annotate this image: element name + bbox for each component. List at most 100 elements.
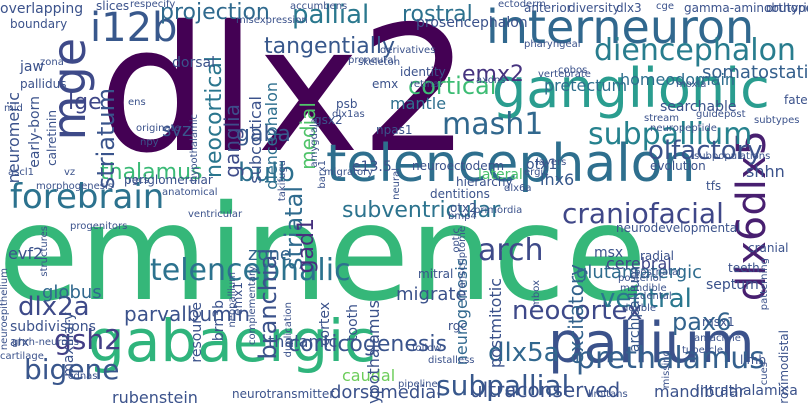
word: hypothalamic <box>189 114 200 183</box>
word: anatomical <box>162 187 218 198</box>
word: tubercle <box>682 345 724 356</box>
word: pipeline <box>398 379 438 390</box>
word: ectoderm <box>498 0 546 10</box>
word: mandible <box>620 283 667 294</box>
word: primordia <box>474 205 523 216</box>
word: cues <box>759 362 770 386</box>
word: msx <box>594 245 624 261</box>
word: postnatal <box>634 267 681 278</box>
word: overlapping <box>0 1 84 17</box>
word: early-born <box>27 96 43 168</box>
word: lge <box>68 90 102 115</box>
word: somatostatin <box>702 62 808 83</box>
word: hierarchy <box>456 175 513 189</box>
word: npy <box>140 137 159 148</box>
word: migrate <box>396 284 467 305</box>
word: dlx5a <box>488 338 560 368</box>
word: emx2 <box>462 62 524 87</box>
word: neuroepithelium <box>0 268 10 351</box>
word: rgcs <box>128 175 149 186</box>
word: rostral <box>402 2 473 27</box>
word: ventricular <box>188 209 243 220</box>
word: dlx6a <box>504 183 532 194</box>
word: intrathalamica <box>696 383 798 399</box>
word: brn3b <box>211 300 227 342</box>
word: tfs <box>706 179 722 193</box>
word: prosencephalon <box>416 15 528 31</box>
word: ascl1 <box>8 167 34 178</box>
word: pretectum <box>544 76 628 95</box>
word: retinal <box>410 79 442 90</box>
word: neuroectoderm <box>412 159 505 173</box>
word: limitans <box>588 389 628 400</box>
word: distalless <box>428 355 475 366</box>
word: emx <box>372 77 399 91</box>
word: interneuron <box>486 0 755 54</box>
word: msx1 <box>702 315 735 329</box>
word: subdivisions <box>10 319 96 335</box>
word: subpopulations <box>694 151 771 162</box>
word: cdnas <box>68 371 98 382</box>
word: i12b <box>90 5 178 51</box>
word: ganglionic <box>492 57 770 120</box>
word: tangentially <box>264 34 395 59</box>
word: skeleton <box>358 57 401 68</box>
word: pallial <box>292 0 370 30</box>
word: calretinin <box>45 110 59 166</box>
word: dentitions <box>430 187 490 201</box>
word: bmp4 <box>448 211 477 222</box>
word: cranial <box>748 241 789 255</box>
word: misexpression <box>236 15 308 26</box>
word: pallidus <box>20 77 67 91</box>
word: zona <box>40 57 64 68</box>
word: postmitotic <box>486 278 505 369</box>
word: gamma-aminobutyric <box>684 1 808 15</box>
word: layers <box>536 157 567 168</box>
word: follow <box>412 343 442 354</box>
word: pallium <box>548 311 755 376</box>
word: dental <box>640 291 672 302</box>
word: boundary <box>10 17 68 31</box>
word: teeth <box>728 261 760 275</box>
word: proneural <box>348 55 397 66</box>
word: neurodevelopmental <box>616 221 741 235</box>
word: jaw <box>20 59 44 75</box>
word: bulb <box>238 158 295 188</box>
word: diversity <box>568 1 620 15</box>
word: vz <box>64 167 76 178</box>
word: ghrh-neurons <box>12 337 79 348</box>
word: ergic <box>524 167 549 178</box>
word: npas1 <box>376 123 413 137</box>
word: dlx2a <box>18 292 90 322</box>
word: shhn <box>746 162 785 181</box>
word: mitral <box>418 267 454 281</box>
word: neuropeptide <box>650 123 717 134</box>
word: mbox <box>531 280 542 308</box>
word: mantle <box>390 94 447 113</box>
word: gabaergic <box>88 307 377 375</box>
word: cobos <box>558 65 588 76</box>
word: neural <box>391 168 402 200</box>
word: caudal <box>342 366 396 385</box>
word: migratory <box>324 167 374 178</box>
word: rgc <box>448 319 467 333</box>
word: originate <box>136 123 181 134</box>
word: cortical <box>408 72 497 100</box>
word: hypothalamus <box>364 300 383 404</box>
word: identity <box>400 65 446 79</box>
word: periglomerular <box>124 173 213 187</box>
word: subtypes <box>754 115 800 126</box>
word: otx2 <box>450 201 477 215</box>
word: complementary <box>247 266 258 345</box>
word: axons <box>476 75 506 86</box>
word: derivatives <box>380 45 436 56</box>
word: glutamatergic <box>576 262 703 283</box>
word: accumbens <box>290 1 348 12</box>
word: dlx1as <box>332 109 365 120</box>
word: cartilage <box>0 351 44 362</box>
word: cerebral <box>606 254 672 273</box>
word: olfactory <box>648 136 763 166</box>
word: cge <box>656 1 674 12</box>
word: svz <box>162 120 192 141</box>
word: gsh2 <box>54 323 122 356</box>
